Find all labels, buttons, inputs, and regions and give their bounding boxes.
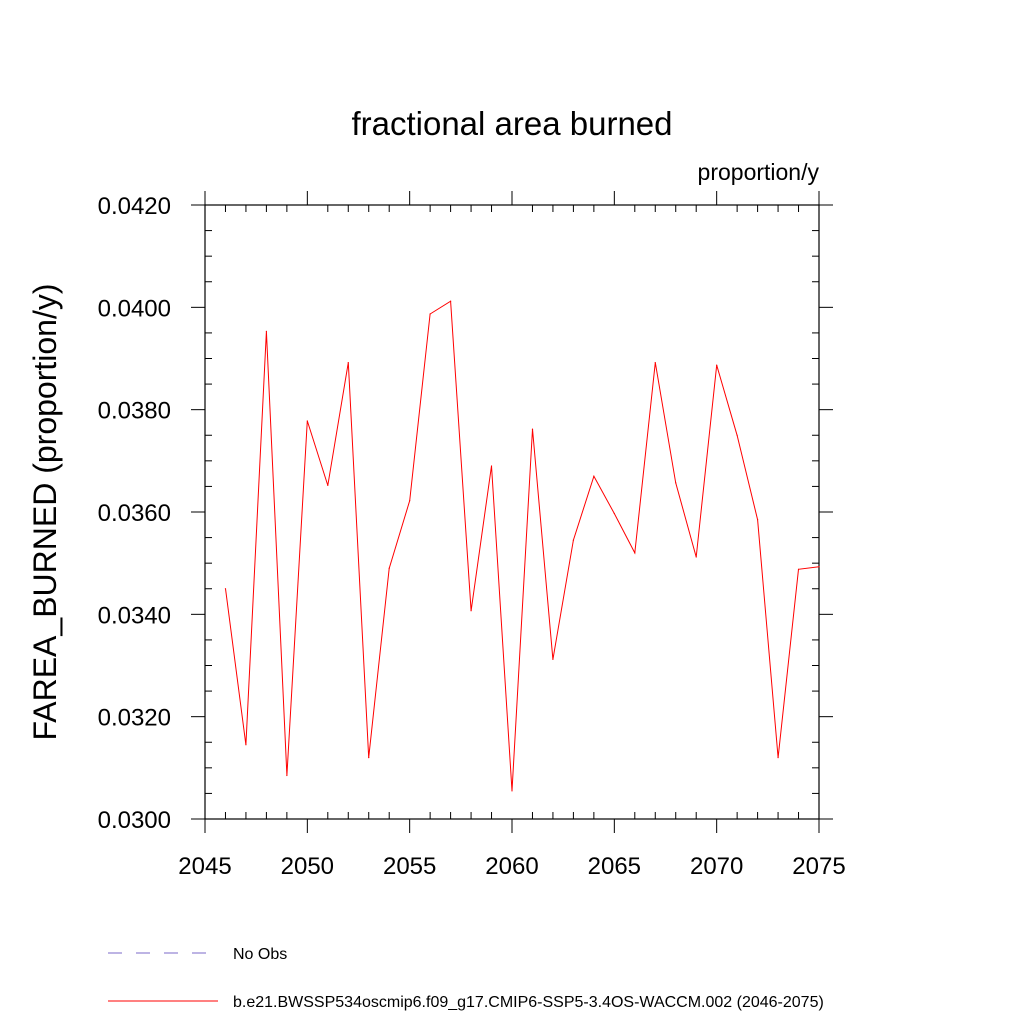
y-axis-label: FAREA_BURNED (proportion/y) — [27, 283, 63, 740]
data-point — [757, 519, 759, 521]
legend: No Obs b.e21.BWSSP534oscmip6.f09_g17.CMI… — [108, 946, 824, 1011]
data-point — [695, 556, 697, 558]
x-tick-label: 2055 — [383, 853, 436, 880]
data-point — [511, 790, 513, 792]
data-point — [634, 552, 636, 554]
data-point — [388, 567, 390, 569]
x-tick-label: 2045 — [178, 853, 231, 880]
x-tick-label: 2065 — [588, 853, 641, 880]
data-point — [470, 610, 472, 612]
data-point — [409, 500, 411, 502]
legend-label-model: b.e21.BWSSP534oscmip6.f09_g17.CMIP6-SSP5… — [233, 994, 824, 1011]
plot-frame — [204, 204, 820, 820]
x-axis: 2045 2050 2055 2060 2065 2070 2075 — [178, 191, 846, 880]
data-point — [593, 475, 595, 477]
data-point — [429, 313, 431, 315]
data-point — [450, 300, 452, 302]
series-line — [225, 300, 820, 791]
x-tick-label: 2060 — [485, 853, 538, 880]
data-point — [327, 484, 329, 486]
legend-item-model: b.e21.BWSSP534oscmip6.f09_g17.CMIP6-SSP5… — [108, 994, 824, 1011]
data-point — [797, 568, 800, 570]
data-point — [286, 774, 288, 777]
chart-title: fractional area burned — [351, 105, 672, 142]
x-tick-label: 2050 — [281, 853, 334, 880]
legend-label-obs: No Obs — [233, 946, 287, 963]
data-point — [716, 364, 718, 366]
data-point — [347, 361, 349, 364]
data-point — [368, 757, 370, 759]
y-tick-label: 0.0320 — [98, 705, 171, 732]
data-point — [265, 330, 267, 332]
data-point — [736, 434, 738, 436]
y-tick-label: 0.0380 — [98, 398, 171, 425]
data-point — [531, 428, 534, 430]
data-point — [306, 420, 308, 422]
data-point — [675, 482, 677, 484]
y-tick-label: 0.0400 — [98, 295, 171, 322]
y-tick-label: 0.0300 — [98, 807, 171, 834]
data-point — [613, 512, 615, 515]
data-point — [572, 539, 575, 541]
data-point — [224, 588, 227, 590]
x-tick-label: 2070 — [690, 853, 743, 880]
minor-ticks — [205, 205, 819, 819]
x-tick-label: 2075 — [792, 853, 845, 880]
data-point — [552, 658, 554, 660]
data-point — [777, 757, 779, 759]
y-tick-label: 0.0340 — [98, 602, 171, 629]
series-layer — [224, 300, 820, 792]
y-tick-label: 0.0360 — [98, 500, 171, 527]
y-tick-label: 0.0420 — [98, 193, 171, 220]
data-point — [245, 744, 247, 746]
data-point — [818, 566, 820, 568]
data-point — [490, 465, 493, 467]
data-point — [654, 361, 656, 364]
units-label: proportion/y — [698, 159, 820, 185]
y-axis: 0.0300 0.0320 0.0340 0.0360 0.0380 0.0400 0.04… — [98, 193, 833, 834]
legend-item-obs: No Obs — [108, 946, 287, 963]
